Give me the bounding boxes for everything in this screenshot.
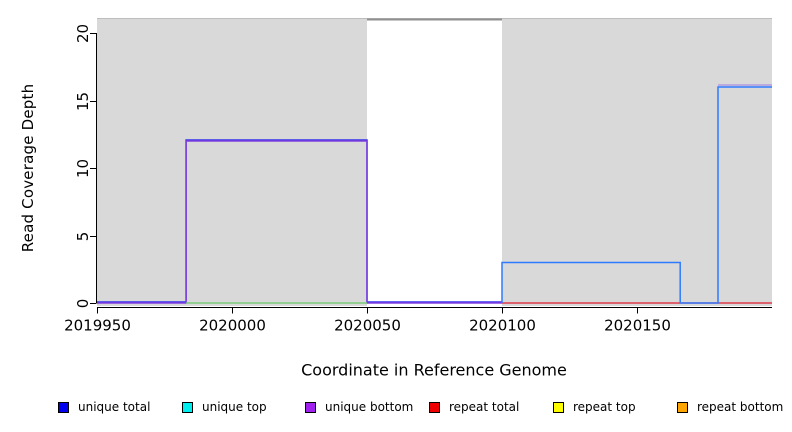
y-tick-label: 20 [74,24,92,43]
y-axis-title: Read Coverage Depth [19,83,37,253]
y-tick-label: 10 [74,159,92,178]
legend-item-repeat-total: repeat total [429,399,519,415]
unique-bottom-left-step [97,140,502,304]
x-tick-label: 2020000 [199,317,266,335]
coverage-plot-area: 0 5 10 15 20 2019950 2020000 2020050 2020100 2020… [64,18,772,335]
legend-swatch-icon [58,401,69,413]
legend-label: unique top [202,400,267,414]
legend-swatch-icon [429,401,440,413]
legend-label: repeat top [573,400,636,414]
legend-item-repeat-bottom: repeat bottom [677,399,783,415]
legend-swatch-icon [553,401,564,413]
legend-label: unique bottom [325,400,414,414]
unique-total-right-step [501,86,772,304]
x-tick-label: 2020100 [469,317,536,335]
y-tick-label: 5 [74,232,92,242]
unique-total-left-step [97,139,502,303]
x-axis-title: Coordinate in Reference Genome [301,360,567,380]
x-tick-label: 2020050 [334,317,401,335]
shaded-region-right [502,18,772,306]
x-tick-label: 2020150 [604,317,671,335]
legend-swatch-icon [305,401,316,413]
legend-swatch-icon [677,401,688,413]
legend-item-unique-top: unique top [182,399,267,415]
legend-label: repeat bottom [697,400,784,414]
legend-item-unique-bottom: unique bottom [305,399,413,415]
x-tick-label: 2019950 [64,317,131,335]
legend-item-unique-total: unique total [58,399,150,415]
legend-item-repeat-top: repeat top [553,399,636,415]
y-tick-label: 15 [74,92,92,111]
y-tick-label: 0 [74,299,92,309]
shaded-region-left [97,18,367,306]
legend-label: unique total [78,400,151,414]
legend-label: repeat total [449,400,520,414]
legend-swatch-icon [182,401,193,413]
